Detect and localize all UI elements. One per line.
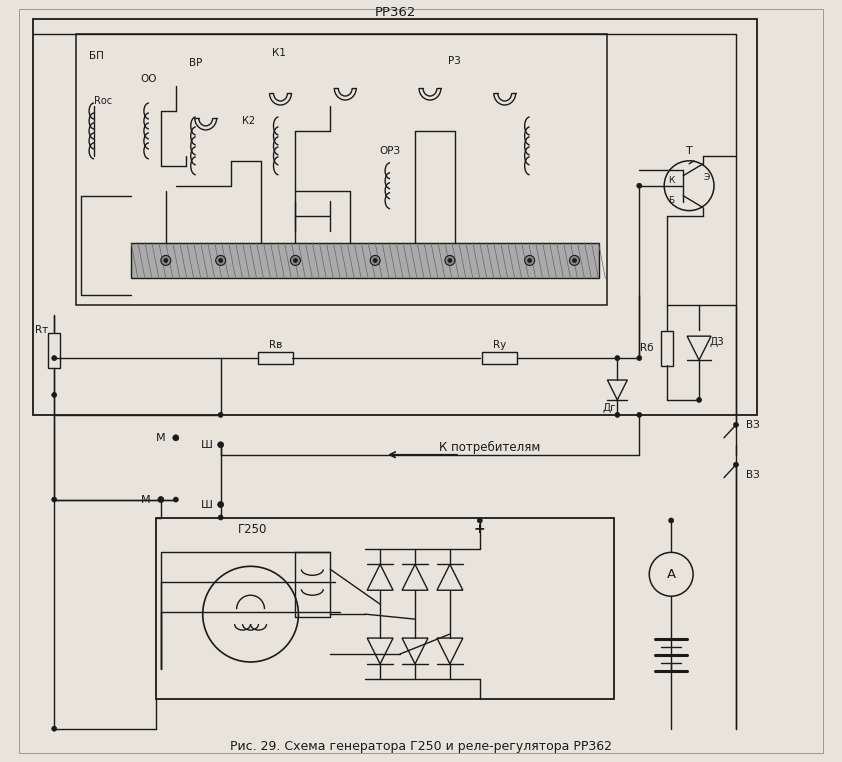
Circle shape — [637, 412, 642, 418]
Circle shape — [370, 255, 380, 265]
Circle shape — [51, 497, 56, 502]
Text: К2: К2 — [242, 116, 255, 126]
Circle shape — [615, 412, 620, 418]
Circle shape — [637, 183, 642, 188]
Text: Rв: Rв — [269, 340, 282, 350]
Text: ВЗ: ВЗ — [746, 469, 759, 479]
Bar — [131, 242, 600, 278]
Text: Б: Б — [668, 196, 674, 205]
Bar — [661, 331, 673, 366]
Circle shape — [218, 501, 224, 507]
Text: +: + — [474, 523, 486, 536]
Bar — [156, 517, 615, 699]
Text: К: К — [668, 176, 674, 185]
Text: Rб: Rб — [640, 343, 653, 353]
Circle shape — [637, 356, 642, 360]
Text: Rт: Rт — [35, 325, 48, 335]
Circle shape — [445, 255, 455, 265]
Text: К потребителям: К потребителям — [439, 441, 541, 454]
Circle shape — [218, 442, 224, 448]
Text: Ш: Ш — [200, 440, 213, 450]
Bar — [76, 34, 607, 306]
Circle shape — [218, 412, 223, 418]
Circle shape — [293, 258, 297, 262]
Circle shape — [733, 463, 738, 467]
Circle shape — [528, 258, 531, 262]
Circle shape — [733, 422, 738, 427]
Circle shape — [157, 497, 164, 503]
Circle shape — [51, 356, 56, 360]
Circle shape — [290, 255, 301, 265]
Circle shape — [448, 258, 452, 262]
Text: ВЗ: ВЗ — [746, 420, 759, 430]
Text: М: М — [141, 495, 151, 504]
Circle shape — [51, 726, 56, 732]
Text: Г250: Г250 — [238, 523, 268, 536]
Circle shape — [615, 356, 620, 360]
Bar — [482, 352, 517, 364]
Text: К1: К1 — [271, 48, 285, 58]
Circle shape — [669, 518, 674, 523]
Text: Ш: Ш — [200, 500, 213, 510]
Circle shape — [173, 497, 179, 502]
Text: Т: Т — [685, 146, 692, 156]
Bar — [48, 333, 60, 367]
Text: А: А — [667, 568, 676, 581]
Bar — [258, 352, 293, 364]
Circle shape — [373, 258, 377, 262]
Circle shape — [164, 258, 168, 262]
Circle shape — [696, 398, 701, 402]
Circle shape — [218, 515, 223, 520]
Text: Д3: Д3 — [710, 337, 724, 347]
Circle shape — [573, 258, 577, 262]
Bar — [34, 19, 757, 415]
Text: Rу: Rу — [493, 340, 506, 350]
Text: ВР: ВР — [189, 58, 202, 68]
Circle shape — [216, 255, 226, 265]
Text: Р3: Р3 — [449, 56, 461, 66]
Circle shape — [173, 435, 179, 440]
Circle shape — [161, 255, 171, 265]
Circle shape — [218, 502, 223, 507]
Text: Дг: Дг — [603, 403, 616, 413]
Text: РР362: РР362 — [375, 6, 416, 19]
Circle shape — [569, 255, 579, 265]
Circle shape — [525, 255, 535, 265]
Circle shape — [477, 518, 482, 523]
Text: М: М — [157, 433, 166, 443]
Text: БП: БП — [88, 51, 104, 61]
Text: Рис. 29. Схема генератора Г250 и реле-регулятора РР362: Рис. 29. Схема генератора Г250 и реле-ре… — [230, 740, 612, 753]
Text: ОРЗ: ОРЗ — [380, 146, 401, 156]
Text: Rос: Rос — [94, 96, 112, 106]
Circle shape — [219, 258, 222, 262]
Text: Э: Э — [704, 173, 711, 182]
Text: ОО: ОО — [141, 74, 157, 84]
Circle shape — [51, 392, 56, 398]
